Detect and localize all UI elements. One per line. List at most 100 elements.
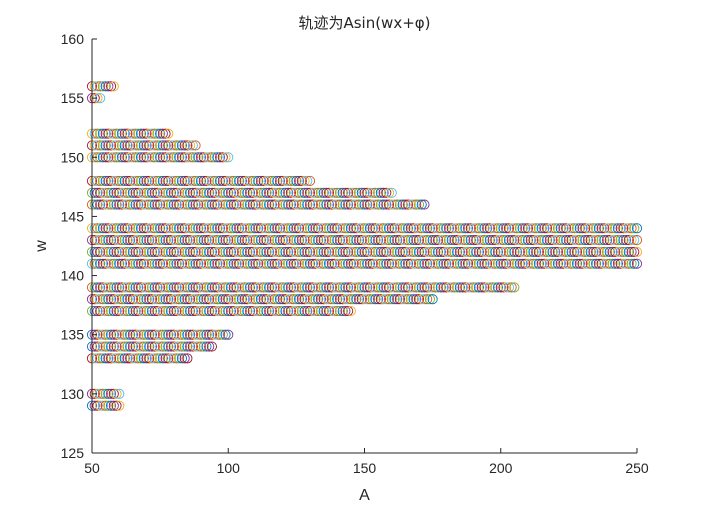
data-point: [482, 282, 493, 293]
data-point: [108, 246, 119, 257]
data-point: [345, 306, 356, 317]
data-point: [171, 175, 182, 186]
data-point: [234, 306, 245, 317]
data-point: [168, 258, 179, 269]
data-point: [103, 140, 114, 151]
data-point: [212, 258, 223, 269]
data-point: [185, 187, 196, 198]
data-point: [206, 175, 217, 186]
data-point: [277, 306, 288, 317]
data-point: [288, 306, 299, 317]
data-point: [353, 223, 365, 234]
data-point: [95, 140, 106, 151]
data-point: [198, 329, 209, 340]
data-point: [473, 258, 485, 269]
data-point: [397, 282, 408, 293]
data-point: [492, 223, 504, 234]
data-point: [253, 282, 264, 293]
data-point: [116, 128, 128, 139]
data-point: [299, 246, 310, 257]
data-point: [435, 258, 446, 269]
data-point: [427, 282, 438, 293]
data-point: [220, 306, 231, 317]
data-point: [539, 223, 550, 234]
data-point: [187, 329, 198, 340]
data-point: [302, 235, 313, 246]
data-point: [135, 235, 147, 246]
data-point: [476, 246, 487, 257]
data-point: [255, 306, 267, 317]
data-point: [468, 258, 479, 269]
data-point: [405, 235, 416, 246]
data-point: [288, 223, 299, 234]
data-point: [174, 175, 185, 186]
data-point: [332, 223, 343, 234]
data-point: [130, 329, 141, 340]
data-point: [130, 294, 141, 305]
data-point: [501, 258, 512, 269]
data-point: [176, 353, 187, 364]
data-point: [266, 306, 277, 317]
data-point: [449, 282, 460, 293]
data-point: [343, 223, 354, 234]
data-point: [441, 258, 452, 269]
data-point: [326, 306, 337, 317]
data-point: [362, 199, 373, 210]
data-point: [146, 175, 157, 186]
data-point: [92, 81, 103, 92]
data-point: [250, 223, 261, 234]
data-point: [215, 306, 226, 317]
data-point: [103, 152, 114, 163]
data-point: [288, 282, 299, 293]
data-point: [193, 199, 204, 210]
data-point: [476, 282, 487, 293]
data-point: [195, 235, 207, 246]
data-point: [171, 140, 182, 151]
data-point: [375, 223, 386, 234]
data-point: [253, 294, 264, 305]
data-point: [160, 223, 171, 234]
data-point: [198, 282, 209, 293]
data-point: [558, 258, 569, 269]
data-point: [272, 175, 283, 186]
data-point: [160, 152, 171, 163]
data-point: [506, 258, 517, 269]
data-point: [135, 353, 147, 364]
data-point: [122, 246, 133, 257]
data-point: [490, 235, 501, 246]
data-point: [353, 246, 365, 257]
data-point: [277, 199, 288, 210]
data-point: [479, 223, 490, 234]
data-point: [593, 223, 604, 234]
data-point: [378, 258, 389, 269]
data-point: [212, 329, 223, 340]
data-point: [149, 235, 160, 246]
data-point: [155, 341, 166, 352]
data-point: [588, 258, 599, 269]
data-point: [362, 246, 373, 257]
data-point: [95, 128, 106, 139]
data-point: [264, 223, 275, 234]
data-point: [119, 199, 130, 210]
data-point: [258, 306, 269, 317]
data-point: [408, 258, 419, 269]
data-point: [95, 187, 106, 198]
data-point: [119, 152, 130, 163]
data-point: [146, 187, 157, 198]
data-point: [242, 235, 253, 246]
data-point: [100, 246, 111, 257]
data-point: [310, 199, 321, 210]
data-point: [487, 223, 498, 234]
data-point: [332, 306, 343, 317]
data-point: [462, 282, 474, 293]
data-point: [149, 175, 160, 186]
data-point: [324, 199, 335, 210]
data-point: [100, 353, 111, 364]
data-point: [95, 294, 106, 305]
data-point: [416, 282, 427, 293]
data-point: [190, 152, 201, 163]
data-point: [220, 235, 231, 246]
data-point: [242, 187, 253, 198]
data-point: [217, 152, 228, 163]
data-point: [174, 341, 185, 352]
